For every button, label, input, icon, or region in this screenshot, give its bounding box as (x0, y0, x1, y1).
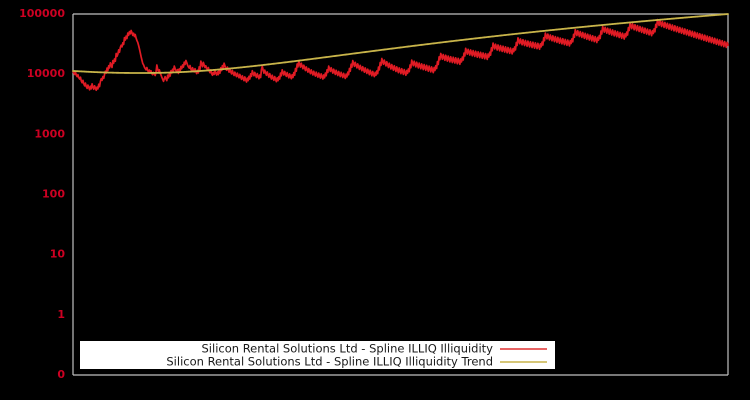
y-axis-tick-10: 10 (50, 248, 66, 261)
series-line-illiquidity-trend (72, 13, 729, 74)
series-line-illiquidity (72, 18, 729, 92)
legend-background (80, 341, 555, 369)
plot-axes (72, 13, 729, 376)
legend-label-0: Silicon Rental Solutions Ltd - Spline IL… (202, 342, 494, 356)
data-series-group (72, 13, 729, 92)
y-axis-tick-1000: 1000 (34, 127, 65, 140)
y-axis-tick-1: 1 (57, 308, 65, 321)
legend-label-1: Silicon Rental Solutions Ltd - Spline IL… (166, 355, 493, 369)
y-axis-tick-10000: 10000 (27, 67, 66, 80)
chart-legend[interactable]: Silicon Rental Solutions Ltd - Spline IL… (80, 341, 555, 369)
y-axis-tick-100: 100 (42, 187, 65, 200)
y-axis-tick-100000: 100000 (19, 7, 65, 20)
y-axis-tick-0: 0 (57, 368, 65, 381)
